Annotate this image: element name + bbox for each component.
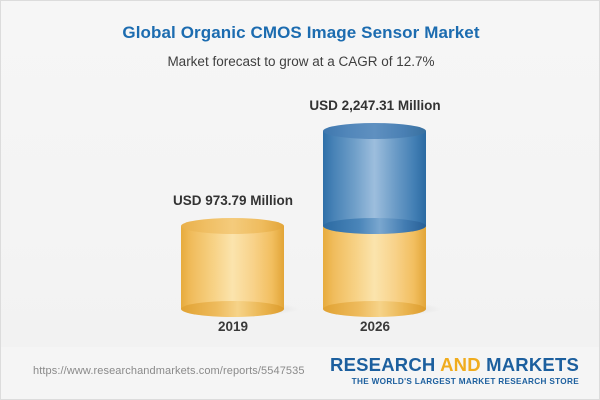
cylinder-top-ellipse bbox=[181, 218, 284, 234]
cylinder-bottom-ellipse bbox=[323, 301, 426, 317]
bar-value-label-2019: USD 973.79 Million bbox=[172, 193, 294, 208]
chart-title: Global Organic CMOS Image Sensor Market bbox=[122, 23, 480, 42]
logo-wordmark: RESEARCH AND MARKETS bbox=[330, 354, 579, 375]
logo-word-markets: MARKETS bbox=[486, 354, 579, 375]
report-url-link[interactable]: https://www.researchandmarkets.com/repor… bbox=[33, 365, 305, 377]
bar-cylinder-2019[interactable] bbox=[181, 218, 299, 317]
logo-tagline: THE WORLD'S LARGEST MARKET RESEARCH STOR… bbox=[351, 377, 579, 387]
bar-segment-base-2026 bbox=[323, 218, 426, 317]
axis-label-2026: 2026 bbox=[359, 319, 391, 334]
axis-label-2019: 2019 bbox=[217, 319, 249, 334]
cylinder-top-ellipse bbox=[323, 123, 426, 139]
footer: https://www.researchandmarkets.com/repor… bbox=[1, 347, 599, 399]
chart-subtitle: Market forecast to grow at a CAGR of 12.… bbox=[167, 54, 435, 69]
research-and-markets-logo[interactable]: RESEARCH AND MARKETS THE WORLD'S LARGEST… bbox=[330, 354, 579, 387]
cylinder-body bbox=[323, 131, 426, 226]
plot-region: USD 973.79 Million 2019 USD 2,247.31 Mil… bbox=[1, 1, 599, 349]
chart-area: Global Organic CMOS Image Sensor Market … bbox=[1, 1, 599, 349]
bar-value-label-2026: USD 2,247.31 Million bbox=[309, 98, 441, 113]
logo-word-research: RESEARCH bbox=[330, 354, 436, 375]
cylinder-bottom-ellipse bbox=[181, 301, 284, 317]
cylinder-body bbox=[323, 226, 426, 309]
bar-segment-growth-2026 bbox=[323, 123, 426, 234]
bar-cylinder-2026[interactable] bbox=[323, 123, 441, 317]
bar-segment-base-2019 bbox=[181, 218, 284, 317]
logo-word-and: AND bbox=[440, 354, 481, 375]
cylinder-bottom-ellipse bbox=[323, 218, 426, 234]
cylinder-body bbox=[181, 226, 284, 309]
